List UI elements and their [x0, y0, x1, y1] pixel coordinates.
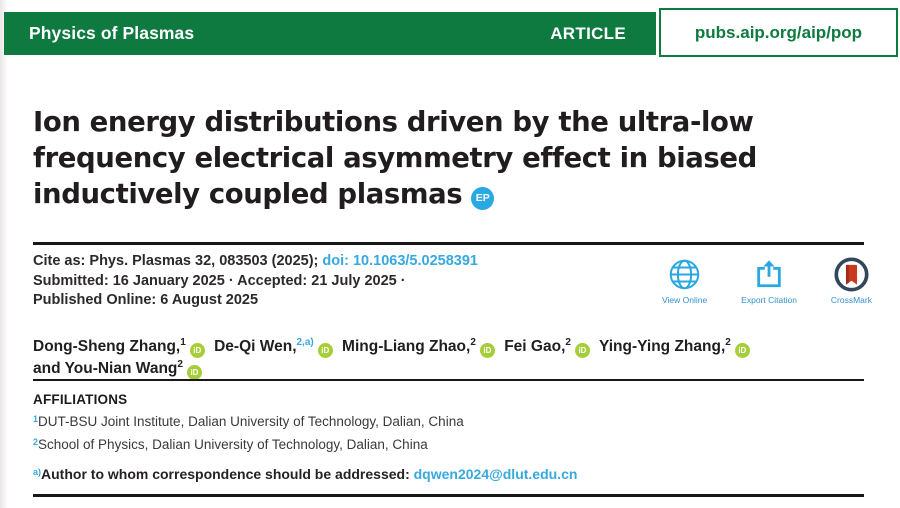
journal-name: Physics of Plasmas [29, 23, 195, 43]
author: De-Qi Wen,2,a)iD [214, 337, 338, 358]
crossmark-icon [834, 256, 869, 292]
article-type-label: ARTICLE [550, 23, 626, 43]
affiliations-list: 1DUT-BSU Joint Institute, Dalian Univers… [33, 411, 464, 456]
export-citation-label: Export Citation [741, 295, 797, 305]
affiliation-item: 2School of Physics, Dalian University of… [33, 436, 428, 452]
orcid-icon[interactable]: iD [189, 343, 205, 358]
correspondence-email-link[interactable]: dqwen2024@dlut.edu.cn [413, 466, 578, 482]
export-icon [754, 256, 784, 292]
affil-sup: 1 [33, 414, 39, 424]
export-citation-button[interactable]: Export Citation [741, 256, 797, 305]
author: and You-Nian Wang2iD [33, 359, 207, 380]
affil-sup: 2 [33, 436, 39, 447]
author-affil-sup: 1 [180, 337, 186, 348]
published-online-line: Published Online: 6 August 2025 [33, 292, 259, 308]
author-affil-sup[interactable]: 2,a) [296, 337, 314, 348]
article-title: Ion energy distributions driven by the u… [33, 104, 863, 212]
view-online-label: View Online [662, 295, 708, 305]
crossmark-button[interactable]: CrossMark [831, 256, 872, 305]
title-line-1: Ion energy distributions driven by the u… [33, 106, 754, 138]
orcid-icon[interactable]: iD [317, 343, 333, 358]
orcid-icon[interactable]: iD [734, 343, 750, 358]
editors-pick-badge[interactable]: EP [471, 186, 495, 210]
submitted-accepted-line: Submitted: 16 January 2025 · Accepted: 2… [33, 272, 406, 289]
title-line-2: frequency electrical asymmetry effect in… [33, 142, 757, 174]
orcid-icon[interactable]: iD [186, 365, 202, 380]
author-affil-sup: 2 [470, 337, 476, 348]
divider-bottom [33, 494, 864, 497]
page-edge [0, 0, 8, 508]
orcid-icon[interactable]: iD [479, 343, 495, 358]
title-line-3: inductively coupled plasmas EP [33, 176, 863, 212]
author: Fei Gao,2iD [504, 337, 595, 358]
affiliation-item: 1DUT-BSU Joint Institute, Dalian Univers… [33, 414, 464, 429]
author: Ming-Liang Zhao,2iD [342, 337, 500, 358]
view-online-button[interactable]: View Online [662, 256, 707, 305]
action-buttons: View Online Export Citation CrossMark [662, 256, 872, 305]
author-affil-sup: 2 [725, 337, 731, 348]
crossmark-label: CrossMark [830, 295, 872, 305]
divider-authors [33, 379, 864, 381]
author-affil-sup: 2 [177, 359, 183, 370]
affiliations-heading: AFFILIATIONS [33, 392, 128, 407]
journal-url: pubs.aip.org/aip/pop [694, 22, 863, 42]
author-list: Dong-Sheng Zhang,1iD De-Qi Wen,2,a)iD Mi… [33, 336, 883, 380]
orcid-icon[interactable]: iD [574, 343, 590, 358]
cite-as-line: Cite as: Phys. Plasmas 32, 083503 (2025)… [33, 253, 478, 269]
author-line-1: Dong-Sheng Zhang,1iD De-Qi Wen,2,a)iD Mi… [33, 336, 883, 358]
journal-url-box: pubs.aip.org/aip/pop [659, 8, 898, 57]
author-line-2: and You-Nian Wang2iD [33, 358, 883, 380]
correspondence-note: a)Author to whom correspondence should b… [33, 466, 578, 482]
divider-top [33, 242, 864, 245]
author: Dong-Sheng Zhang,1iD [33, 337, 210, 358]
doi-link[interactable]: doi: 10.1063/5.0258391 [322, 253, 478, 269]
globe-icon [668, 256, 701, 292]
author: Ying-Ying Zhang,2iD [599, 337, 755, 358]
author-affil-sup: 2 [565, 337, 571, 348]
journal-banner: Physics of Plasmas ARTICLE [4, 12, 656, 55]
note-sup: a) [33, 467, 42, 477]
citation-block: Cite as: Phys. Plasmas 32, 083503 (2025)… [33, 252, 673, 311]
volume-number: 32 [195, 253, 212, 269]
